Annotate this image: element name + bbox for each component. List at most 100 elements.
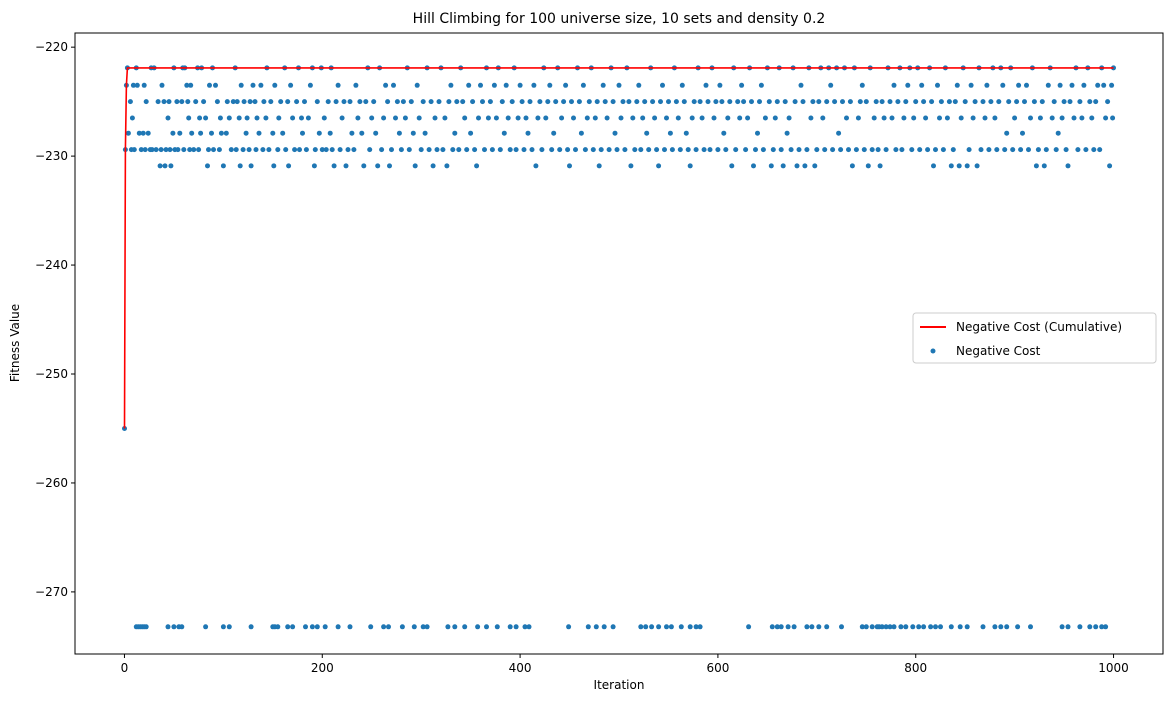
scatter-point (513, 624, 519, 630)
scatter-point (266, 147, 272, 153)
scatter-point (285, 99, 291, 105)
scatter-point (545, 99, 551, 105)
scatter-point (962, 99, 968, 105)
scatter-point (275, 624, 281, 630)
scatter-point (385, 99, 391, 105)
scatter-point (980, 624, 986, 630)
scatter-point (594, 99, 600, 105)
scatter-point (207, 82, 212, 88)
scatter-point (869, 147, 875, 153)
scatter-point (857, 99, 863, 105)
scatter-point (859, 624, 865, 630)
scatter-point (810, 99, 816, 105)
scatter-point (509, 99, 515, 105)
scatter-point (197, 115, 203, 121)
scatter-point (804, 624, 810, 630)
scatter-point (493, 115, 499, 121)
scatter-point (910, 624, 916, 630)
legend-box (912, 312, 1157, 364)
scatter-point (877, 163, 883, 169)
scatter-point (290, 115, 296, 121)
scatter-point (529, 147, 535, 153)
scatter-point (966, 147, 972, 153)
scatter-point (278, 99, 284, 105)
scatter-point (368, 624, 374, 630)
scatter-point (141, 82, 147, 88)
scatter-point (411, 624, 417, 630)
scatter-point (254, 115, 260, 121)
scatter-point (349, 130, 355, 136)
scatter-point (393, 115, 398, 121)
scatter-point (701, 147, 707, 153)
cumulative-line (123, 67, 1114, 429)
scatter-point (723, 147, 729, 153)
scatter-point (935, 82, 940, 88)
scatter-point (153, 147, 159, 153)
scatter-point (311, 163, 317, 169)
scatter-point (499, 99, 505, 105)
scatter-point (323, 147, 329, 153)
scatter-point (426, 147, 432, 153)
scatter-point (174, 99, 180, 105)
scatter-point (522, 624, 528, 630)
scatter-point (1097, 147, 1103, 153)
y-tick-label: −230 (35, 149, 68, 163)
x-axis: 0 200 400 600 800 1000 (121, 654, 1129, 675)
scatter-point (1077, 99, 1083, 105)
scatter-point (774, 99, 780, 105)
scatter-point (757, 99, 762, 105)
scatter-point (430, 163, 436, 169)
scatter-point (970, 115, 976, 121)
scatter-point (145, 130, 151, 136)
scatter-point (448, 82, 454, 88)
scatter-point (157, 163, 163, 169)
scatter-point (396, 130, 402, 136)
scatter-point (786, 115, 792, 121)
scatter-point (563, 82, 569, 88)
scatter-point (925, 147, 931, 153)
scatter-point (454, 99, 460, 105)
scatter-point (678, 624, 684, 630)
scatter-point (745, 115, 751, 121)
scatter-point (381, 115, 387, 121)
scatter-point (470, 99, 476, 105)
scatter-point (507, 624, 513, 630)
scatter-point (559, 115, 565, 121)
scatter-point (898, 624, 904, 630)
scatter-point (161, 99, 167, 105)
scatter-point (220, 624, 226, 630)
scatter-point (916, 624, 922, 630)
scatter-point (832, 99, 838, 105)
scatter-point (547, 82, 553, 88)
scatter-point (187, 147, 193, 153)
scatter-point (664, 115, 669, 121)
scatter-point (1107, 163, 1113, 169)
scatter-point (863, 624, 869, 630)
scatter-point (551, 130, 557, 136)
scatter-point (201, 99, 207, 105)
scatter-point (537, 99, 543, 105)
scatter-point (288, 82, 294, 88)
scatter-point (1037, 115, 1043, 121)
scatter-point (543, 115, 549, 121)
scatter-point (664, 624, 669, 630)
scatter-point (800, 99, 806, 105)
scatter-point (226, 624, 232, 630)
scatter-point (699, 115, 705, 121)
scatter-point (505, 115, 511, 121)
scatter-point (824, 624, 830, 630)
scatter-point (948, 624, 954, 630)
scatter-point (331, 163, 337, 169)
scatter-point (424, 624, 430, 630)
scatter-point (1103, 624, 1109, 630)
scatter-point (165, 115, 171, 121)
scatter-point (644, 130, 650, 136)
scatter-point (950, 147, 956, 153)
scatter-point (654, 147, 660, 153)
scatter-point (998, 624, 1004, 630)
scatter-point (412, 163, 418, 169)
scatter-point (814, 147, 820, 153)
legend: Negative Cost (Cumulative) Negative Cost (912, 312, 1157, 364)
scatter-point (610, 624, 616, 630)
scatter-point (840, 99, 845, 105)
